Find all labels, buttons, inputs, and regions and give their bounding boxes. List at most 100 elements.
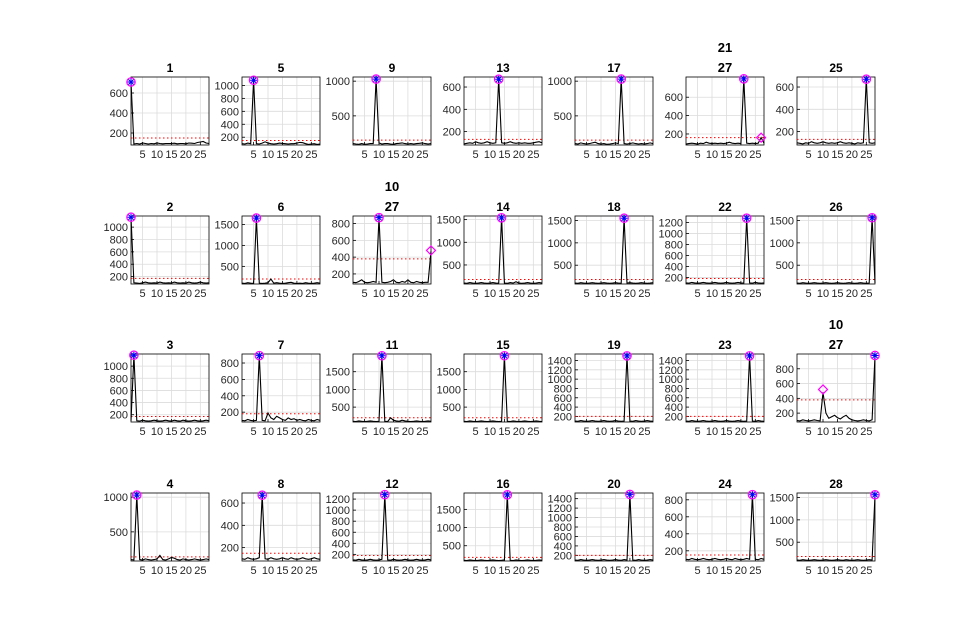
- x-tick-label: 15: [165, 149, 177, 161]
- peak-star-marker: [252, 214, 260, 222]
- x-tick-label: 10: [484, 426, 496, 438]
- peak-star-marker: [375, 214, 383, 222]
- series-line: [130, 495, 210, 561]
- x-tick-label: 25: [416, 565, 428, 577]
- x-tick-label: 25: [305, 288, 317, 300]
- x-tick-label: 5: [694, 149, 700, 161]
- x-tick-label: 5: [139, 426, 145, 438]
- peak-circle-marker: [870, 489, 880, 500]
- y-tick-label: 1000: [437, 237, 461, 249]
- y-tick-label: 600: [443, 82, 461, 94]
- peak-circle-marker: [371, 74, 381, 84]
- axes-box: [352, 215, 432, 285]
- x-tick-label: 15: [609, 149, 621, 161]
- x-tick-label: 5: [139, 149, 145, 161]
- peak-star-marker: [258, 491, 266, 499]
- x-tick-label: 20: [735, 565, 747, 577]
- axes-box: [685, 76, 765, 146]
- x-tick-label: 5: [472, 565, 478, 577]
- series-line: [685, 494, 765, 561]
- y-tick-label: 1400: [548, 356, 572, 368]
- y-tick-label: 200: [332, 269, 350, 281]
- x-tick-label: 25: [860, 565, 872, 577]
- peak-circle-marker: [254, 350, 265, 361]
- x-tick-label: 15: [720, 565, 732, 577]
- y-tick-label: 1000: [215, 80, 239, 92]
- peak-star-marker: [617, 75, 625, 83]
- x-tick-label: 5: [694, 565, 700, 577]
- subplot-6: 5 10 15 20 25 500 1000 1500 6: [215, 200, 321, 300]
- y-tick-label: 800: [665, 383, 683, 395]
- y-tick-label: 200: [221, 407, 239, 419]
- series-line: [796, 494, 876, 561]
- subplot-title: 22: [718, 200, 732, 214]
- y-tick-label: 600: [665, 92, 683, 104]
- y-tick-label: 400: [443, 104, 461, 116]
- x-tick-label: 15: [609, 565, 621, 577]
- y-tick-label: 1200: [659, 218, 683, 230]
- series-line: [241, 355, 321, 422]
- x-tick-label: 5: [361, 288, 367, 300]
- x-tick-label: 5: [250, 288, 256, 300]
- y-tick-label: 500: [443, 541, 461, 553]
- y-tick-label: 200: [110, 272, 128, 284]
- x-tick-label: 10: [151, 426, 163, 438]
- y-tick-label: 1000: [770, 515, 794, 527]
- peak-star-marker: [862, 75, 870, 83]
- x-tick-label: 20: [291, 426, 303, 438]
- axes-box: [796, 353, 876, 423]
- x-tick-label: 5: [583, 426, 589, 438]
- x-tick-label: 25: [194, 149, 206, 161]
- y-tick-label: 1000: [548, 374, 572, 386]
- y-tick-label: 200: [554, 411, 572, 423]
- peak-star-marker: [740, 75, 748, 83]
- axes-box: [241, 492, 321, 562]
- y-tick-label: 1500: [770, 215, 794, 227]
- y-tick-label: 1000: [104, 222, 128, 234]
- y-tick-label: 400: [665, 529, 683, 541]
- x-tick-label: 25: [305, 565, 317, 577]
- y-tick-label: 500: [332, 111, 350, 123]
- y-tick-label: 200: [110, 128, 128, 140]
- series-line: [685, 78, 765, 145]
- y-tick-label: 800: [554, 522, 572, 534]
- x-tick-label: 10: [373, 288, 385, 300]
- x-tick-label: 20: [846, 149, 858, 161]
- y-tick-label: 600: [110, 88, 128, 100]
- x-tick-label: 25: [416, 288, 428, 300]
- x-tick-label: 5: [472, 149, 478, 161]
- y-tick-label: 1000: [437, 384, 461, 396]
- x-tick-label: 20: [513, 288, 525, 300]
- x-tick-label: 15: [165, 426, 177, 438]
- x-tick-label: 25: [638, 565, 650, 577]
- peak-star-marker: [133, 491, 141, 499]
- x-tick-label: 15: [498, 288, 510, 300]
- x-tick-label: 20: [513, 149, 525, 161]
- x-tick-label: 10: [706, 149, 718, 161]
- x-tick-label: 15: [165, 288, 177, 300]
- x-tick-label: 10: [817, 149, 829, 161]
- axes-box: [685, 215, 765, 285]
- peak-star-marker: [620, 214, 628, 222]
- subplot-title: 10: [829, 317, 843, 332]
- y-tick-label: 400: [776, 393, 794, 405]
- x-tick-label: 10: [151, 565, 163, 577]
- peak-circle-marker: [257, 490, 268, 501]
- y-tick-label: 400: [332, 252, 350, 264]
- x-tick-label: 15: [498, 426, 510, 438]
- subplot-16: 5 10 15 20 25 500 1000 1500 16: [437, 477, 543, 577]
- series-line: [130, 81, 210, 145]
- subplot-title: 1: [167, 61, 174, 75]
- x-tick-label: 25: [194, 565, 206, 577]
- series-line: [463, 217, 543, 284]
- y-tick-label: 400: [221, 119, 239, 131]
- peak-circle-marker: [502, 490, 513, 500]
- y-tick-label: 200: [332, 549, 350, 561]
- x-tick-label: 20: [291, 565, 303, 577]
- x-tick-label: 20: [402, 565, 414, 577]
- peak-circle-marker: [870, 350, 880, 361]
